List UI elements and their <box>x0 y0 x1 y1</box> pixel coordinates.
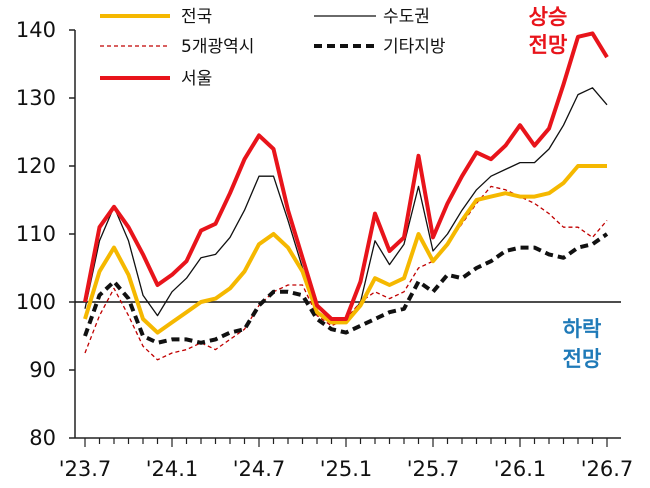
y-ticks: 80 90 100 110 120 130 140 <box>16 18 75 450</box>
legend-label-metro: 5개광역시 <box>181 37 254 57</box>
y-tick-label: 90 <box>29 358 56 382</box>
x-tick-label: '25.1 <box>320 457 373 481</box>
x-tick-label: '24.7 <box>233 457 286 481</box>
annotation-rise-line2: 전망 <box>529 33 568 57</box>
y-tick-label: 110 <box>16 222 56 246</box>
x-tick-label: '26.1 <box>494 457 547 481</box>
series-line-3 <box>83 232 609 345</box>
series-line-4 <box>83 31 609 321</box>
y-tick-label: 130 <box>16 86 56 110</box>
annotation-fall-line2: 전망 <box>563 347 602 371</box>
legend-item-other: 기타지방 <box>314 37 446 57</box>
legend-label-national: 전국 <box>181 7 212 27</box>
legend-item-seoul: 서울 <box>100 69 212 89</box>
legend-label-seoul: 서울 <box>181 69 212 89</box>
y-tick-label: 120 <box>16 154 56 178</box>
annotation-rise: 상승 전망 <box>529 5 568 57</box>
annotation-fall: 하락 전망 <box>563 317 602 371</box>
series-line-1 <box>84 87 608 324</box>
annotation-rise-line1: 상승 <box>529 5 568 29</box>
series-lines <box>83 31 609 361</box>
annotation-fall-line1: 하락 <box>563 317 602 341</box>
legend-item-metro: 5개광역시 <box>100 37 254 57</box>
legend-label-other: 기타지방 <box>383 37 446 57</box>
x-tick-label: '24.1 <box>146 457 199 481</box>
x-tick-label: '25.7 <box>407 457 460 481</box>
legend: 전국 수도권 5개광역시 기타지방 서울 <box>100 7 446 89</box>
y-tick-label: 140 <box>16 18 56 42</box>
legend-label-capital: 수도권 <box>383 7 430 27</box>
x-tick-label: '26.7 <box>581 457 634 481</box>
x-tick-label: '23.7 <box>59 457 112 481</box>
series-line-0 <box>83 164 607 335</box>
legend-item-capital: 수도권 <box>314 7 430 27</box>
y-tick-label: 100 <box>16 290 56 314</box>
x-ticks: '23.7 '24.1 '24.7 '25.1 '25.7 '26.1 '26.7 <box>59 438 634 481</box>
y-tick-label: 80 <box>29 426 56 450</box>
legend-item-national: 전국 <box>100 7 212 27</box>
